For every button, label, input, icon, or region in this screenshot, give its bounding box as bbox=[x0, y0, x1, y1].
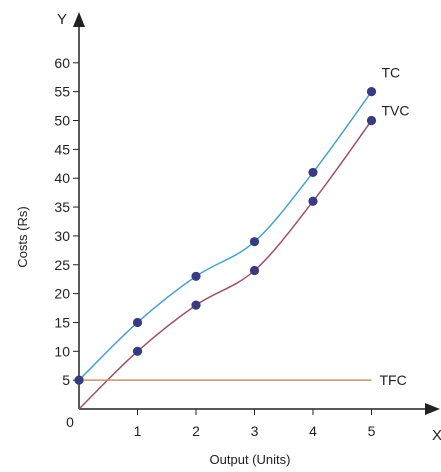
data-point-tc bbox=[249, 237, 260, 247]
data-point-tvc bbox=[308, 196, 318, 206]
data-point-tc bbox=[74, 375, 84, 385]
y-tick-label: 25 bbox=[54, 257, 70, 273]
x-tick-label: 2 bbox=[192, 423, 200, 439]
series-label-tvc: TVC bbox=[382, 103, 410, 119]
series-line-tc bbox=[78, 91, 373, 381]
y-tick-label: 10 bbox=[54, 343, 70, 359]
y-tick-label: 30 bbox=[54, 228, 70, 244]
y-tick-label: 5 bbox=[62, 372, 70, 388]
x-tick-label: 5 bbox=[368, 423, 376, 439]
data-point-tvc bbox=[249, 265, 260, 276]
series-lines bbox=[78, 91, 373, 410]
data-point-tvc bbox=[191, 300, 201, 310]
series-labels: TC TVC TFC bbox=[380, 65, 410, 388]
x-tick-label: 1 bbox=[134, 423, 142, 439]
y-tick-label: 40 bbox=[54, 170, 70, 186]
x-tick-label: 4 bbox=[309, 423, 317, 439]
y-tick-label: 45 bbox=[54, 141, 70, 157]
y-axis-label: Costs (Rs) bbox=[15, 206, 30, 267]
data-point-tc bbox=[366, 87, 377, 97]
series-label-tfc: TFC bbox=[380, 372, 407, 388]
y-tick-label: 15 bbox=[54, 314, 70, 330]
y-axis-letter: Y bbox=[57, 11, 67, 28]
series-label-tc: TC bbox=[382, 65, 401, 81]
x-axis-letter: X bbox=[432, 427, 441, 444]
data-point-tc bbox=[308, 167, 318, 178]
x-tick-label: 3 bbox=[251, 423, 259, 439]
data-point-tc bbox=[132, 317, 143, 328]
y-tick-label: 60 bbox=[54, 55, 70, 71]
y-tick-label: 20 bbox=[54, 286, 70, 302]
y-tick-label: 55 bbox=[54, 84, 70, 100]
x-axis-label: Output (Units) bbox=[210, 452, 291, 467]
x-axis-arrowhead bbox=[425, 403, 440, 415]
origin-label: 0 bbox=[66, 414, 74, 430]
y-axis-arrowhead bbox=[73, 12, 85, 27]
series-markers bbox=[74, 87, 377, 385]
y-tick-label: 35 bbox=[54, 199, 70, 215]
data-point-tc bbox=[191, 271, 201, 281]
data-point-tvc bbox=[132, 346, 143, 356]
series-line-tvc bbox=[78, 120, 373, 410]
y-tick-label: 50 bbox=[54, 113, 70, 129]
data-point-tvc bbox=[366, 115, 377, 126]
axes: Y X 0 Output (Units) Costs (Rs) bbox=[15, 11, 441, 467]
